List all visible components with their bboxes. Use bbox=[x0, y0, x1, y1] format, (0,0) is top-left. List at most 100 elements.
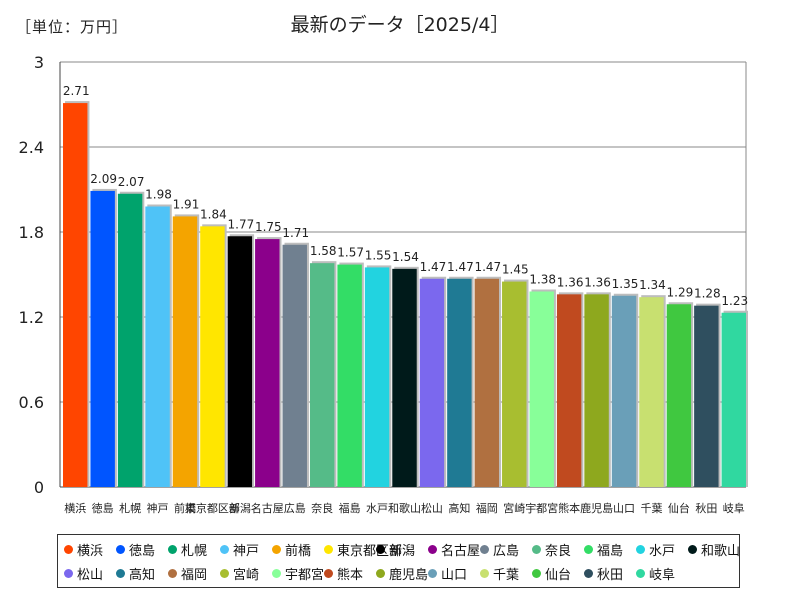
bar bbox=[666, 304, 692, 487]
x-tick-label: 熊本 bbox=[558, 501, 580, 515]
value-label: 1.58 bbox=[310, 244, 337, 258]
legend-swatch bbox=[324, 569, 333, 578]
value-label: 1.54 bbox=[392, 250, 419, 264]
x-tick-label: 前橋 bbox=[174, 501, 196, 515]
bar bbox=[611, 295, 637, 487]
x-tick-label: 宇都宮 bbox=[525, 501, 558, 515]
value-label: 1.77 bbox=[228, 217, 255, 231]
y-tick-label: 0 bbox=[34, 478, 44, 497]
x-tick-label: 東京都区部 bbox=[185, 501, 240, 515]
legend-swatch bbox=[376, 545, 385, 554]
legend-swatch bbox=[324, 545, 333, 554]
legend-swatch bbox=[480, 545, 489, 554]
legend-label: 神戸 bbox=[233, 544, 260, 559]
x-tick-label: 高知 bbox=[448, 501, 470, 515]
bars bbox=[63, 101, 748, 488]
legend-swatch bbox=[272, 569, 281, 578]
legend-swatch bbox=[116, 569, 125, 578]
legend-item: 名古屋 bbox=[428, 540, 480, 559]
value-label: 1.45 bbox=[502, 263, 529, 277]
x-tick-label: 名古屋 bbox=[251, 501, 284, 515]
legend-item: 東京都区部 bbox=[324, 540, 402, 559]
legend-item: 松山 bbox=[64, 564, 103, 583]
legend-swatch bbox=[116, 545, 125, 554]
legend-item: 宮崎 bbox=[220, 564, 259, 583]
value-label: 1.36 bbox=[584, 275, 611, 289]
legend-swatch bbox=[688, 545, 697, 554]
legend-item: 福島 bbox=[584, 540, 623, 559]
x-tick-label: 水戸 bbox=[366, 502, 388, 515]
legend-swatch bbox=[376, 569, 385, 578]
y-tick-labels: 0 0.6 1.2 1.8 2.4 3 bbox=[19, 53, 44, 497]
legend-label: 東京都区部 bbox=[337, 544, 403, 559]
x-tick-label: 広島 bbox=[284, 501, 306, 515]
x-tick-label: 神戸 bbox=[147, 501, 169, 515]
y-tick-label: 1.8 bbox=[19, 223, 44, 242]
legend-swatch bbox=[428, 545, 437, 554]
value-label: 1.47 bbox=[474, 260, 501, 274]
value-label: 1.34 bbox=[639, 278, 666, 292]
legend-item: 和歌山 bbox=[688, 540, 740, 559]
legend-swatch bbox=[220, 569, 229, 578]
legend-item: 仙台 bbox=[532, 564, 571, 583]
legend-item: 新潟 bbox=[376, 540, 415, 559]
legend-label: 福島 bbox=[597, 544, 624, 559]
bar bbox=[639, 297, 664, 487]
legend-swatch bbox=[168, 569, 177, 578]
value-label: 1.75 bbox=[255, 220, 282, 234]
bar bbox=[419, 278, 445, 487]
bar bbox=[721, 312, 746, 487]
legend-label: 松山 bbox=[77, 568, 104, 583]
bar bbox=[337, 264, 362, 487]
x-tick-label: 福岡 bbox=[476, 501, 498, 515]
y-tick-label: 1.2 bbox=[19, 308, 44, 327]
legend-label: 秋田 bbox=[597, 568, 624, 583]
legend-label: 福岡 bbox=[181, 568, 208, 583]
legend-swatch bbox=[168, 545, 177, 554]
legend-label: 新潟 bbox=[389, 544, 416, 559]
x-tick-label: 奈良 bbox=[311, 501, 333, 515]
value-label: 1.38 bbox=[529, 273, 556, 287]
legend-item: 高知 bbox=[116, 564, 155, 583]
value-label: 1.35 bbox=[612, 277, 639, 291]
legend-swatch bbox=[64, 569, 73, 578]
value-label: 1.47 bbox=[447, 260, 474, 274]
legend-item: 山口 bbox=[428, 564, 467, 583]
plot-area: 00.61.21.82.43 2.712.09 2.071.981.911.841… bbox=[19, 53, 749, 515]
legend-label: 宮崎 bbox=[233, 568, 260, 583]
legend-item: 千葉 bbox=[480, 564, 519, 583]
bar bbox=[474, 278, 500, 487]
bar bbox=[502, 281, 527, 487]
bar bbox=[447, 278, 472, 487]
legend-item: 福岡 bbox=[168, 564, 207, 583]
legend-item: 神戸 bbox=[220, 540, 259, 559]
legend-label: 札幌 bbox=[181, 544, 208, 559]
bar bbox=[172, 216, 198, 487]
legend-label: 宇都宮 bbox=[285, 568, 325, 583]
value-label: 2.09 bbox=[90, 172, 117, 186]
legend-swatch bbox=[532, 569, 541, 578]
x-tick-label: 新潟 bbox=[229, 501, 251, 515]
unit-label: ［単位：万円］ bbox=[16, 18, 129, 36]
value-label: 1.57 bbox=[337, 246, 364, 260]
value-label: 1.29 bbox=[667, 285, 694, 299]
legend-swatch bbox=[636, 545, 645, 554]
x-tick-label: 秋田 bbox=[695, 501, 717, 515]
bar bbox=[90, 190, 115, 487]
value-label: 1.55 bbox=[365, 248, 392, 262]
x-tick-label: 松山 bbox=[421, 501, 443, 515]
value-label: 2.71 bbox=[63, 84, 90, 98]
bar bbox=[255, 239, 280, 487]
value-label: 1.71 bbox=[282, 226, 309, 240]
legend-label: 千葉 bbox=[493, 568, 520, 583]
legend-swatch bbox=[480, 569, 489, 578]
x-tick-label: 徳島 bbox=[92, 501, 114, 515]
legend-item: 札幌 bbox=[168, 540, 207, 559]
legend-label: 熊本 bbox=[337, 568, 364, 583]
legend-item: 前橋 bbox=[272, 540, 311, 559]
legend-swatch bbox=[532, 545, 541, 554]
value-label: 1.98 bbox=[145, 188, 172, 202]
legend-swatch bbox=[584, 569, 593, 578]
value-label: 1.23 bbox=[721, 294, 748, 308]
legend-item: 奈良 bbox=[532, 540, 571, 559]
